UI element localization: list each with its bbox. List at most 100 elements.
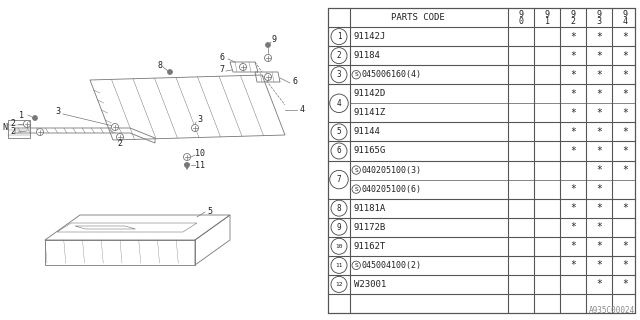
Text: 91162T: 91162T [354, 242, 387, 251]
Text: *: * [622, 89, 628, 99]
Text: 2: 2 [118, 140, 122, 148]
Text: *: * [570, 222, 576, 232]
Text: 2: 2 [10, 119, 15, 129]
Text: *: * [570, 32, 576, 42]
Text: 3: 3 [337, 70, 341, 79]
Text: *: * [570, 184, 576, 194]
Text: *: * [622, 70, 628, 80]
Text: A935C00024: A935C00024 [589, 306, 635, 315]
Text: 91142D: 91142D [354, 89, 387, 98]
Text: 9: 9 [271, 36, 276, 44]
Text: 5: 5 [207, 207, 212, 217]
Text: *: * [596, 127, 602, 137]
Text: 9: 9 [596, 10, 602, 19]
Text: 91141Z: 91141Z [354, 108, 387, 117]
Circle shape [264, 54, 271, 61]
Text: *: * [596, 146, 602, 156]
Text: *: * [570, 146, 576, 156]
Circle shape [116, 133, 124, 140]
Text: 10: 10 [335, 244, 343, 249]
Text: *: * [570, 127, 576, 137]
Text: *: * [570, 203, 576, 213]
Text: 5: 5 [337, 127, 341, 136]
Text: 91172B: 91172B [354, 223, 387, 232]
Text: 11: 11 [335, 263, 343, 268]
Text: *: * [622, 32, 628, 42]
Text: 9: 9 [518, 10, 524, 19]
Circle shape [111, 124, 118, 131]
Text: *: * [596, 222, 602, 232]
Text: S: S [355, 263, 358, 268]
Text: *: * [596, 108, 602, 118]
Text: *: * [570, 70, 576, 80]
Text: 11: 11 [195, 161, 205, 170]
Text: *: * [570, 260, 576, 270]
Text: 6: 6 [220, 53, 225, 62]
Text: *: * [622, 260, 628, 270]
Text: 91165G: 91165G [354, 147, 387, 156]
Text: 12: 12 [335, 282, 343, 287]
Text: *: * [622, 146, 628, 156]
Circle shape [168, 69, 173, 75]
Circle shape [239, 63, 246, 70]
Text: *: * [622, 241, 628, 251]
Text: *: * [622, 51, 628, 61]
Text: 3: 3 [198, 116, 202, 124]
Text: S: S [355, 187, 358, 192]
Text: *: * [596, 70, 602, 80]
Text: 3: 3 [596, 17, 602, 26]
Text: 9: 9 [545, 10, 550, 19]
Text: 7: 7 [220, 66, 225, 75]
Text: *: * [596, 203, 602, 213]
Text: 045006160(4): 045006160(4) [362, 70, 421, 79]
Bar [328, 8, 635, 313]
Text: 91181A: 91181A [354, 204, 387, 213]
Text: *: * [570, 51, 576, 61]
Text: S: S [355, 72, 358, 77]
Circle shape [184, 154, 191, 161]
Circle shape [184, 163, 189, 167]
Text: *: * [596, 32, 602, 42]
Text: 9: 9 [623, 10, 627, 19]
Text: 4: 4 [300, 106, 305, 115]
Text: 2: 2 [337, 51, 341, 60]
Text: 4: 4 [337, 99, 341, 108]
Text: 6: 6 [292, 77, 298, 86]
Text: 045004100(2): 045004100(2) [362, 261, 421, 270]
Text: 91184: 91184 [354, 51, 381, 60]
Circle shape [191, 124, 198, 132]
Text: 1: 1 [337, 32, 341, 41]
Text: 9: 9 [570, 10, 575, 19]
Text: *: * [596, 184, 602, 194]
Text: 2: 2 [570, 17, 575, 26]
Text: 040205100(3): 040205100(3) [362, 165, 421, 174]
Circle shape [33, 116, 38, 121]
Circle shape [24, 121, 31, 127]
Text: 4: 4 [623, 17, 627, 26]
Circle shape [264, 74, 271, 81]
Text: 3: 3 [56, 108, 61, 116]
Text: *: * [570, 108, 576, 118]
Text: *: * [596, 51, 602, 61]
Text: 1: 1 [545, 17, 550, 26]
Text: *: * [596, 279, 602, 289]
Text: 2: 2 [10, 127, 15, 137]
Text: *: * [622, 165, 628, 175]
Text: *: * [622, 108, 628, 118]
Text: 040205100(6): 040205100(6) [362, 185, 421, 194]
Text: *: * [622, 279, 628, 289]
Text: *: * [570, 89, 576, 99]
Text: 8: 8 [337, 204, 341, 213]
Text: 10: 10 [195, 149, 205, 158]
Text: 0: 0 [518, 17, 524, 26]
Text: *: * [596, 89, 602, 99]
Text: *: * [596, 241, 602, 251]
Text: *: * [596, 165, 602, 175]
Text: *: * [622, 127, 628, 137]
Text: 91142J: 91142J [354, 32, 387, 41]
Text: N: N [3, 124, 8, 132]
Text: 8: 8 [157, 60, 163, 69]
Text: 91144: 91144 [354, 127, 381, 136]
Text: 9: 9 [337, 223, 341, 232]
Text: 6: 6 [337, 147, 341, 156]
